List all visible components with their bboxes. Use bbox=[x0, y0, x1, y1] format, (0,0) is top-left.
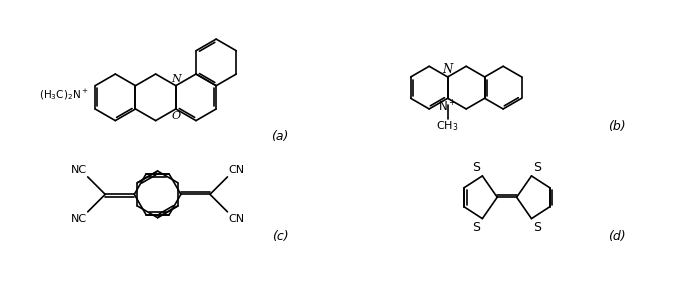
Text: S: S bbox=[473, 161, 480, 174]
Text: (c): (c) bbox=[272, 230, 288, 243]
Text: S: S bbox=[473, 221, 480, 234]
Text: CH$_3$: CH$_3$ bbox=[437, 120, 459, 133]
Text: CN: CN bbox=[228, 165, 244, 175]
Text: NC: NC bbox=[71, 214, 86, 224]
Text: NC: NC bbox=[71, 165, 86, 175]
Text: S: S bbox=[533, 221, 541, 234]
Text: (d): (d) bbox=[607, 230, 625, 243]
Text: N: N bbox=[171, 74, 180, 84]
Text: (H$_3$C)$_2$N$^+$: (H$_3$C)$_2$N$^+$ bbox=[39, 87, 89, 102]
Text: (a): (a) bbox=[271, 130, 289, 143]
Text: (b): (b) bbox=[607, 120, 625, 133]
Text: S: S bbox=[533, 161, 541, 174]
Text: O: O bbox=[171, 111, 180, 121]
Text: CN: CN bbox=[228, 214, 244, 224]
Text: N$^+$: N$^+$ bbox=[439, 99, 457, 115]
Text: N: N bbox=[443, 63, 453, 76]
